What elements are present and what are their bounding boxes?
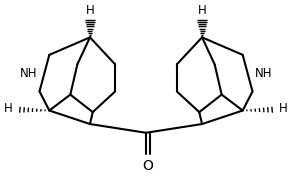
Text: H: H xyxy=(4,102,13,115)
Text: H: H xyxy=(198,4,206,17)
Text: H: H xyxy=(279,102,288,115)
Text: O: O xyxy=(142,159,153,173)
Text: NH: NH xyxy=(20,67,37,80)
Text: NH: NH xyxy=(255,67,272,80)
Text: H: H xyxy=(86,4,94,17)
